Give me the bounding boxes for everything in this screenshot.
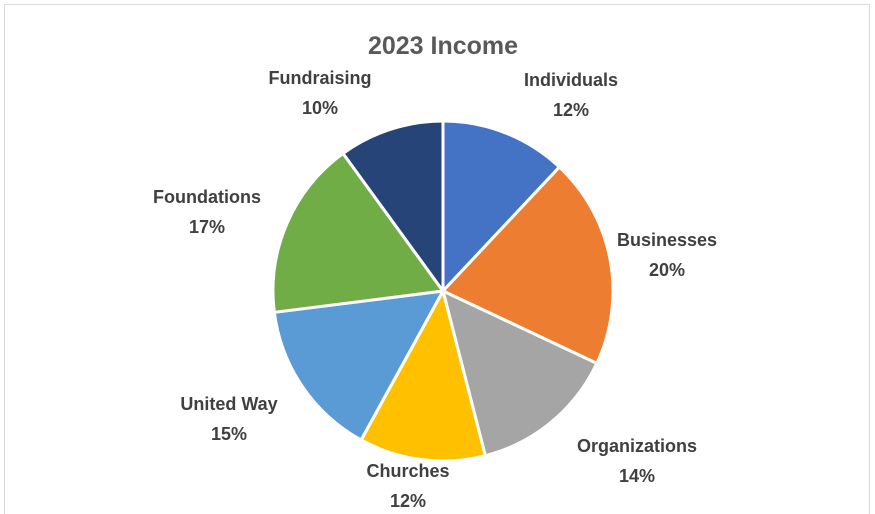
pie-slice-organizations <box>441 289 599 458</box>
data-label-churches-value: 12% <box>390 491 426 511</box>
pie-slice-fundraising <box>341 119 445 293</box>
data-label-united-way-value: 15% <box>211 424 247 444</box>
pie-slice-individuals <box>441 119 561 293</box>
pie-slice-foundations <box>271 151 445 314</box>
pie-slice-businesses <box>441 165 615 365</box>
data-label-fundraising-value: 10% <box>302 98 338 118</box>
data-label-foundations-value: 17% <box>189 217 225 237</box>
data-label-fundraising-name: Fundraising <box>269 68 372 88</box>
data-label-individuals-name: Individuals <box>524 70 618 90</box>
data-label-businesses-name: Businesses <box>617 230 717 250</box>
data-label-united-way-name: United Way <box>180 394 277 414</box>
data-label-foundations-name: Foundations <box>153 187 261 207</box>
pie-labels: Individuals 12% Businesses 20% Organizations… <box>153 68 717 511</box>
data-label-individuals-value: 12% <box>553 100 589 120</box>
pie-slices <box>271 119 615 463</box>
data-label-organizations-name: Organizations <box>577 436 697 456</box>
data-label-businesses-value: 20% <box>649 260 685 280</box>
pie-slice-churches <box>359 289 487 463</box>
data-label-churches-name: Churches <box>366 461 449 481</box>
chart-title: 2023 Income <box>368 32 518 60</box>
pie-slice-united-way <box>272 289 445 442</box>
data-label-organizations-value: 14% <box>619 466 655 486</box>
